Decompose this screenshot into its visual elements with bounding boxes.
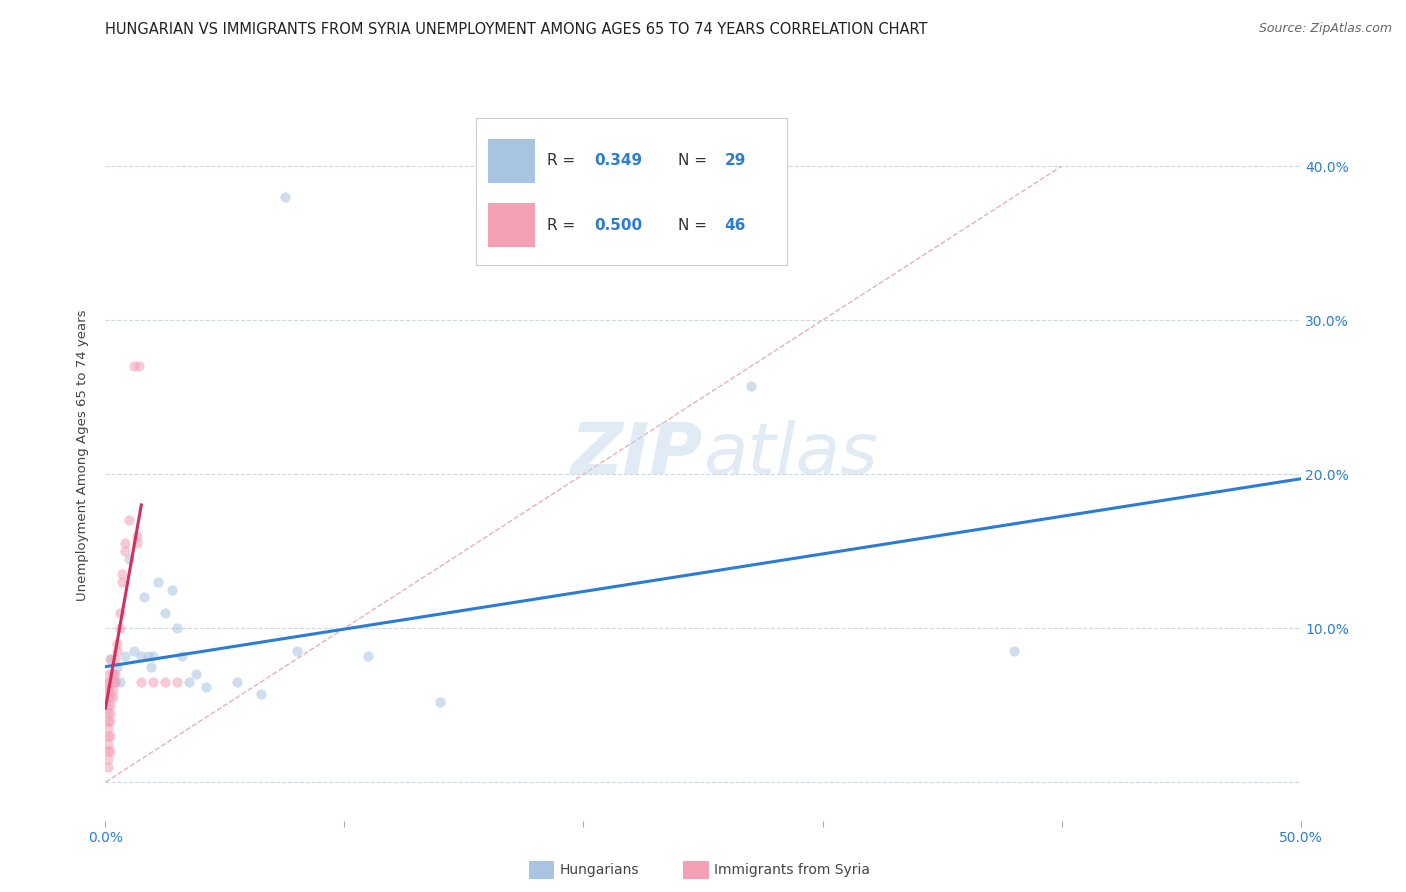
Point: [98, 714, 121, 728]
Point: [97, 744, 120, 758]
Point: [118, 513, 141, 527]
Point: [155, 606, 177, 620]
Point: [104, 675, 127, 690]
Point: [97, 690, 120, 705]
Point: [101, 675, 124, 690]
Point: [155, 675, 177, 690]
Point: [132, 591, 155, 605]
Point: [1002, 644, 1025, 658]
Point: [97, 675, 120, 690]
Point: [170, 648, 193, 663]
Y-axis label: Unemployment Among Ages 65 to 74 years: Unemployment Among Ages 65 to 74 years: [76, 310, 90, 600]
Point: [142, 648, 165, 663]
Text: Immigrants from Syria: Immigrants from Syria: [714, 863, 870, 877]
Point: [142, 675, 165, 690]
Point: [129, 648, 153, 663]
Text: Hungarians: Hungarians: [560, 863, 640, 877]
Point: [104, 667, 127, 681]
Point: [194, 680, 217, 694]
Point: [101, 682, 124, 697]
Point: [225, 675, 249, 690]
Point: [357, 648, 380, 663]
Point: [97, 752, 120, 766]
Point: [107, 636, 129, 650]
Point: [179, 675, 201, 690]
Point: [108, 606, 131, 620]
Point: [101, 667, 124, 681]
Point: [101, 690, 124, 705]
Point: [98, 667, 121, 681]
Point: [98, 744, 121, 758]
Point: [100, 652, 122, 666]
Point: [138, 648, 160, 663]
Point: [98, 729, 121, 743]
Point: [97, 682, 120, 697]
Point: [114, 544, 136, 558]
Point: [122, 644, 145, 658]
Point: [98, 698, 121, 713]
Point: [111, 567, 134, 582]
Text: HUNGARIAN VS IMMIGRANTS FROM SYRIA UNEMPLOYMENT AMONG AGES 65 TO 74 YEARS CORREL: HUNGARIAN VS IMMIGRANTS FROM SYRIA UNEMP…: [105, 22, 928, 37]
Point: [97, 760, 120, 774]
Point: [125, 529, 148, 543]
Point: [107, 659, 129, 673]
Point: [139, 659, 162, 673]
Point: [97, 714, 120, 728]
Point: [111, 574, 134, 589]
Point: [166, 621, 188, 635]
Point: [274, 190, 297, 204]
Point: [104, 675, 127, 690]
Point: [97, 737, 120, 751]
Point: [162, 582, 184, 597]
Point: [186, 667, 208, 681]
Point: [107, 644, 129, 658]
Point: [118, 552, 141, 566]
Point: [166, 675, 188, 690]
Point: [114, 648, 136, 663]
Point: [250, 687, 273, 701]
Point: [97, 698, 120, 713]
Text: ZIP: ZIP: [571, 420, 703, 490]
Point: [128, 359, 150, 374]
Point: [129, 675, 153, 690]
Point: [98, 682, 121, 697]
Text: Source: ZipAtlas.com: Source: ZipAtlas.com: [1258, 22, 1392, 36]
Point: [122, 359, 145, 374]
Point: [101, 667, 124, 681]
Point: [285, 644, 308, 658]
Point: [114, 536, 136, 550]
Point: [108, 675, 131, 690]
Point: [429, 695, 451, 709]
Point: [98, 690, 121, 705]
Text: atlas: atlas: [703, 420, 877, 490]
Point: [97, 721, 120, 735]
Point: [98, 706, 121, 720]
Point: [98, 675, 121, 690]
Point: [97, 729, 120, 743]
Point: [125, 536, 148, 550]
Point: [98, 652, 121, 666]
Point: [104, 652, 127, 666]
Point: [740, 379, 762, 393]
Point: [108, 621, 131, 635]
Point: [97, 706, 120, 720]
Point: [146, 574, 169, 589]
